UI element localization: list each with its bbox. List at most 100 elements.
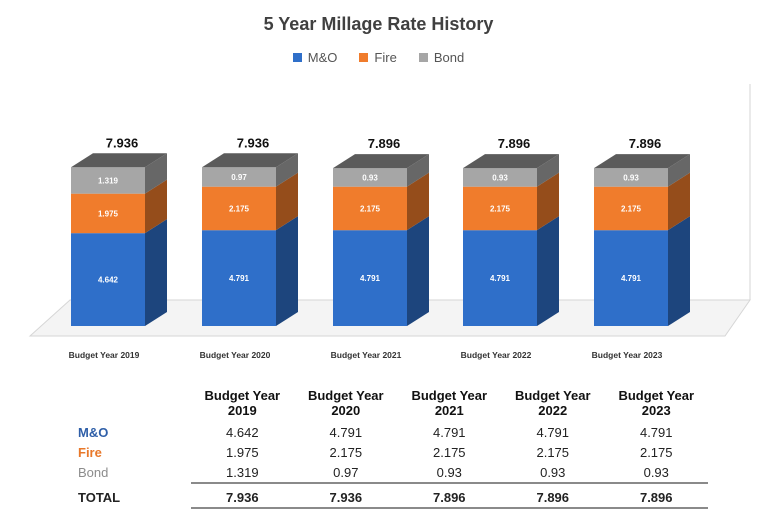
table-cell: 1.975 bbox=[226, 444, 259, 460]
segment-value-label: 0.93 bbox=[362, 173, 378, 182]
segment-value-label: 2.175 bbox=[621, 204, 642, 213]
bar-total-label: 7.936 bbox=[237, 135, 270, 150]
legend-label-fire: Fire bbox=[374, 50, 397, 65]
segment-value-label: 2.175 bbox=[360, 204, 381, 213]
bar-segment bbox=[333, 230, 407, 326]
bar-top-cap bbox=[202, 153, 298, 168]
bar-top-cap bbox=[463, 154, 559, 169]
table-cell: 2.175 bbox=[536, 444, 570, 460]
chart-title: 5 Year Millage Rate History bbox=[263, 14, 494, 34]
bar-segment-side bbox=[145, 153, 167, 194]
table-cell: 2.175 bbox=[329, 444, 363, 460]
category-axis-label: Budget Year 2019 bbox=[69, 350, 140, 360]
table-cell: 7.936 bbox=[294, 482, 398, 509]
bar-segment-side bbox=[276, 153, 298, 187]
table-header-2021: Budget Year 2021 bbox=[411, 388, 488, 418]
legend-label-bond: Bond bbox=[433, 50, 465, 65]
legend-item-bond: Bond bbox=[418, 50, 465, 65]
row-label-fire: Fire bbox=[78, 444, 102, 460]
bar-total-label: 7.936 bbox=[106, 135, 139, 150]
table-cell: 4.791 bbox=[433, 424, 466, 440]
bar-segment bbox=[333, 168, 407, 187]
row-label-bond: Bond bbox=[78, 465, 109, 480]
bar-segment bbox=[594, 186, 668, 231]
segment-value-label: 4.642 bbox=[98, 276, 119, 285]
segment-value-label: 0.97 bbox=[231, 173, 247, 182]
table-header-2020: Budget Year 2020 bbox=[307, 388, 384, 418]
bar-segment-side bbox=[668, 154, 690, 187]
category-axis-label: Budget Year 2021 bbox=[331, 350, 402, 360]
table-cell: 4.791 bbox=[329, 424, 363, 440]
bar-segment bbox=[333, 186, 407, 231]
table-corner bbox=[68, 388, 191, 422]
table-header-2022: Budget Year 2022 bbox=[514, 388, 591, 418]
row-label-mo: M&O bbox=[78, 424, 109, 440]
bar-segment-side bbox=[537, 216, 559, 326]
bar-segment bbox=[71, 193, 145, 234]
bar-segment-side bbox=[537, 172, 559, 231]
table-cell: 2.175 bbox=[639, 444, 673, 460]
bar-segment-side bbox=[407, 154, 429, 187]
row-label-total: TOTAL bbox=[78, 489, 121, 505]
segment-value-label: 2.175 bbox=[229, 204, 250, 213]
legend-swatch-mo bbox=[292, 53, 302, 62]
bar-segment-side bbox=[537, 154, 559, 187]
segment-value-label: 1.319 bbox=[98, 176, 119, 185]
table-cell: 0.97 bbox=[333, 464, 359, 480]
category-axis-label: Budget Year 2022 bbox=[461, 350, 532, 360]
table-header-row: Budget Year 2019 Budget Year 2020 Budget Y… bbox=[68, 388, 708, 422]
table-row-mo: M&O 4.642 4.791 4.791 4.791 4.791 bbox=[68, 422, 708, 442]
bar-segment bbox=[71, 167, 145, 194]
table-header-2023: Budget Year 2023 bbox=[618, 388, 695, 418]
bar-segment bbox=[594, 168, 668, 187]
category-axis-label: Budget Year 2023 bbox=[592, 350, 663, 360]
table-cell: 7.896 bbox=[604, 482, 708, 509]
bar-total-label: 7.896 bbox=[629, 136, 662, 151]
category-axis-label: Budget Year 2020 bbox=[200, 350, 271, 360]
table-row-fire: Fire 1.975 2.175 2.175 2.175 2.175 bbox=[68, 442, 708, 462]
bar-top-cap bbox=[594, 154, 690, 169]
table-row-total: TOTAL 7.936 7.936 7.896 7.896 7.896 bbox=[68, 482, 708, 509]
segment-value-label: 0.93 bbox=[623, 173, 639, 182]
table-cell: 4.791 bbox=[536, 424, 570, 440]
bar-segment-side bbox=[668, 172, 690, 231]
table-cell: 4.791 bbox=[639, 424, 673, 440]
bar-segment bbox=[71, 233, 145, 326]
bar-top-cap bbox=[333, 154, 429, 169]
segment-value-label: 4.791 bbox=[621, 274, 642, 283]
bar-segment bbox=[463, 168, 537, 187]
bar-segment bbox=[463, 186, 537, 231]
bar-segment-side bbox=[407, 216, 429, 326]
bar-segment bbox=[594, 230, 668, 326]
table-cell: 7.896 bbox=[501, 482, 605, 509]
table-row-bond: Bond 1.319 0.97 0.93 0.93 0.93 bbox=[68, 462, 708, 483]
bar-segment-side bbox=[668, 216, 690, 326]
bar-segment bbox=[463, 230, 537, 326]
table-header-2019: Budget Year 2019 bbox=[204, 388, 281, 418]
table-cell: 4.642 bbox=[226, 424, 259, 440]
segment-value-label: 4.791 bbox=[360, 274, 381, 283]
legend-item-fire: Fire bbox=[359, 50, 397, 65]
table-cell: 0.93 bbox=[643, 464, 669, 480]
segment-value-label: 4.791 bbox=[229, 274, 250, 283]
table-cell: 7.936 bbox=[190, 482, 295, 509]
data-table: Budget Year 2019 Budget Year 2020 Budget Y… bbox=[68, 388, 708, 509]
bar-segment bbox=[202, 186, 276, 231]
legend-swatch-fire bbox=[359, 53, 369, 62]
table-cell: 1.319 bbox=[226, 464, 259, 480]
table-cell: 0.93 bbox=[540, 464, 566, 480]
bar-top-cap bbox=[71, 153, 167, 168]
bar-total-label: 7.896 bbox=[498, 136, 531, 151]
legend-label-mo: M&O bbox=[307, 50, 338, 65]
bar-segment-side bbox=[407, 172, 429, 231]
legend: M&O Fire Bond bbox=[0, 50, 757, 65]
bar-segment bbox=[202, 167, 276, 187]
segment-value-label: 2.175 bbox=[490, 204, 511, 213]
segment-value-label: 0.93 bbox=[492, 173, 508, 182]
stacked-bar-chart: 4.642 1.975 1.319 7.936 Budget Year 2019 4.79… bbox=[28, 84, 751, 360]
bar-segment-side bbox=[276, 216, 298, 326]
bar-segment-side bbox=[145, 219, 167, 326]
bar-segment-side bbox=[145, 179, 167, 234]
bar-total-label: 7.896 bbox=[368, 136, 401, 151]
segment-value-label: 4.791 bbox=[490, 274, 511, 283]
